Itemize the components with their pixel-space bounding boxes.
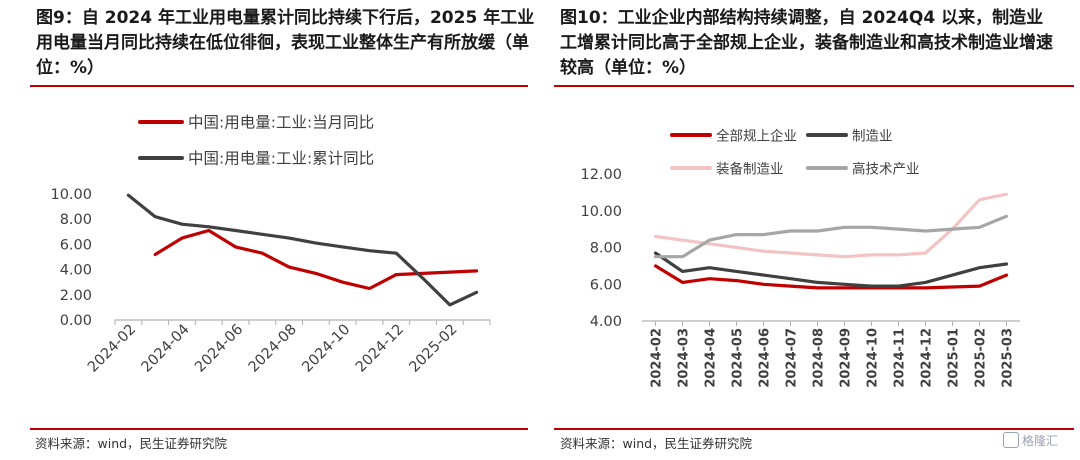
right-y-tick-label: 4.00	[590, 314, 622, 330]
right-x-tick-label: 2024-03	[677, 328, 692, 388]
right-x-tick-label: 2024-04	[704, 328, 719, 388]
watermark-text: 格隆汇	[1022, 434, 1059, 448]
right-x-tick-label: 2024-09	[839, 328, 854, 388]
right-series-line-3	[653, 192, 1009, 259]
right-y-tick-label: 6.00	[590, 277, 622, 293]
right-figure: 图10：工业企业内部结构持续调整，自 2024Q4 以来，制造业工增累计同比高于…	[548, 0, 1080, 460]
right-x-tick-label: 2024-05	[731, 328, 746, 388]
left-footer-rule	[30, 428, 528, 430]
left-y-tick-label: 2.00	[60, 288, 92, 304]
watermark-icon	[1003, 432, 1019, 448]
right-x-tick-label: 2024-12	[920, 328, 935, 388]
right-series-line-4	[653, 214, 1009, 259]
left-y-tick-label: 4.00	[60, 263, 92, 279]
right-y-tick-label: 8.00	[590, 241, 622, 257]
left-x-tick-label: 2024-02	[85, 322, 139, 376]
left-legend-label-2: 中国:用电量:工业:累计同比	[188, 150, 374, 168]
left-x-tick-label: 2025-02	[406, 322, 460, 376]
right-x-tick-label: 2025-01	[947, 328, 962, 388]
left-series-line-2	[126, 193, 479, 307]
right-legend-label-2: 制造业	[852, 129, 893, 145]
left-x-tick-label: 2024-10	[299, 322, 353, 376]
right-source-note: 资料来源：wind，民生证券研究院	[560, 436, 753, 451]
left-y-tick-label: 10.00	[50, 187, 92, 203]
right-legend-label-1: 全部规上企业	[716, 128, 797, 145]
right-x-tick-label: 2024-11	[893, 328, 908, 388]
right-x-tick-label: 2024-02	[650, 328, 665, 388]
right-legend-label-4: 高技术产业	[852, 161, 920, 178]
right-x-tick-label: 2024-10	[866, 328, 881, 388]
right-x-tick-label: 2025-03	[1001, 328, 1016, 388]
left-series-line-1	[153, 228, 479, 291]
right-x-tick-label: 2024-06	[758, 328, 773, 388]
left-y-tick-label: 8.00	[60, 212, 92, 228]
left-figure-title: 图9：自 2024 年工业用电量累计同比持续下行后，2025 年工业用电量当月同…	[36, 8, 535, 78]
left-y-tick-label: 6.00	[60, 237, 92, 253]
right-x-tick-label: 2024-07	[785, 328, 800, 388]
right-legend-label-3: 装备制造业	[716, 161, 784, 178]
left-x-tick-label: 2024-04	[139, 322, 193, 376]
left-x-tick-label: 2024-06	[192, 322, 246, 376]
right-footer-rule	[554, 428, 1074, 430]
right-series-line-2	[653, 251, 1009, 288]
right-x-tick-label: 2024-08	[812, 328, 827, 388]
right-y-tick-label: 12.00	[580, 167, 622, 183]
left-title-rule	[30, 85, 528, 87]
left-source-note: 资料来源：wind，民生证券研究院	[35, 436, 228, 451]
watermark-logo: 格隆汇	[1003, 432, 1058, 449]
left-y-tick-label: 0.00	[60, 313, 92, 329]
right-figure-title: 图10：工业企业内部结构持续调整，自 2024Q4 以来，制造业工增累计同比高于…	[560, 8, 1053, 78]
left-x-tick-label: 2024-08	[246, 322, 300, 376]
right-series-line-1	[653, 264, 1009, 290]
left-figure: 图9：自 2024 年工业用电量累计同比持续下行后，2025 年工业用电量当月同…	[30, 8, 535, 451]
left-legend-label-1: 中国:用电量:工业:当月同比	[188, 114, 374, 132]
right-x-tick-label: 2025-02	[974, 328, 989, 388]
left-x-tick-label: 2024-12	[353, 322, 407, 376]
right-title-rule	[554, 85, 1074, 87]
right-y-tick-label: 10.00	[580, 204, 622, 220]
